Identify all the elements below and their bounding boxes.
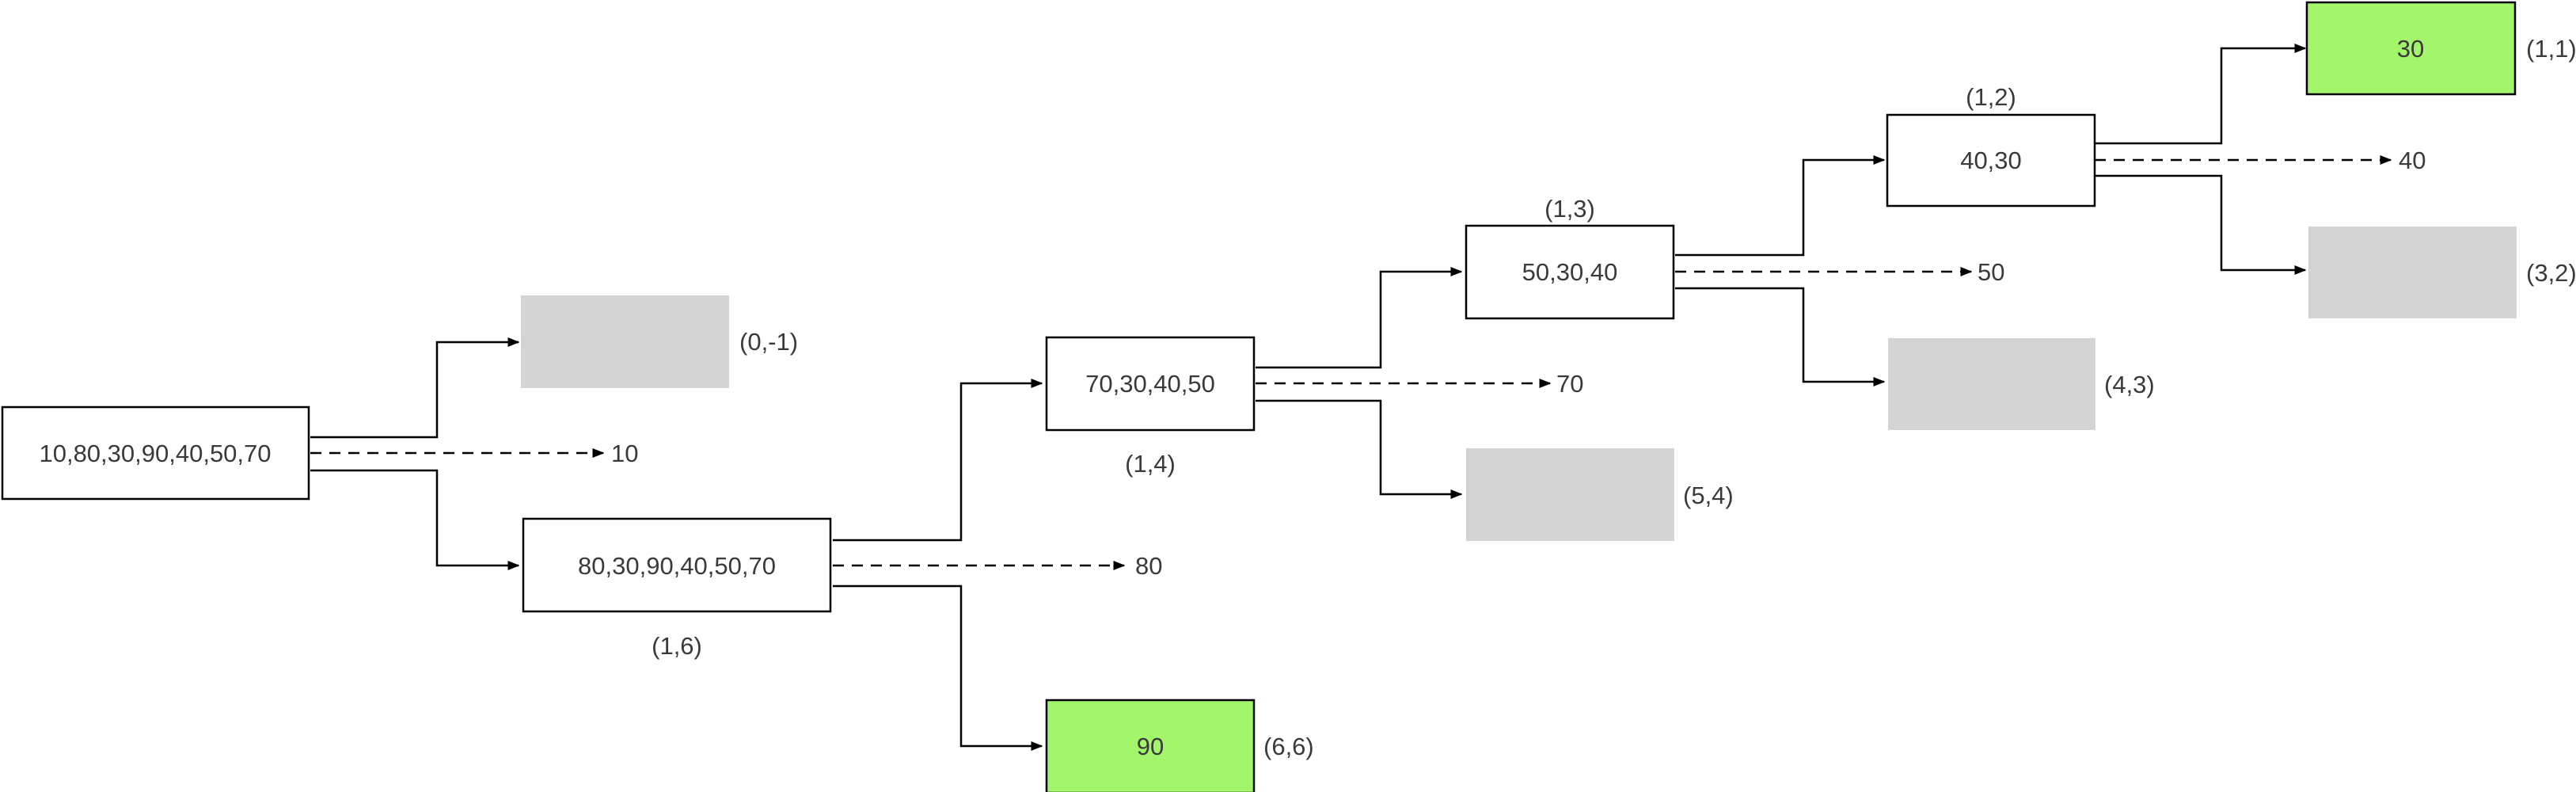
node-label: 80,30,90,40,50,70 xyxy=(578,552,776,580)
edge-root-to-0m1 xyxy=(310,337,520,439)
node-coord-1-2: (1,2) xyxy=(1966,83,2016,111)
node-coord-1-4: (1,4) xyxy=(1125,450,1176,478)
node-label: 10,80,30,90,40,50,70 xyxy=(39,440,271,467)
node-5-4 xyxy=(1466,448,1674,541)
node-coord-1-1: (1,1) xyxy=(2526,35,2576,63)
node-coord-1-3: (1,3) xyxy=(1544,195,1595,223)
node-label: 40,30 xyxy=(1960,147,2022,174)
node-6-6: 90 xyxy=(1045,699,1256,792)
output-values: 10 80 70 50 40 xyxy=(611,147,2426,580)
output-value-13: 50 xyxy=(1978,258,2004,286)
node-root: 10,80,30,90,40,50,70 xyxy=(1,406,310,501)
edge-root-to-16 xyxy=(310,469,520,570)
output-value-16: 80 xyxy=(1135,552,1162,580)
node-label: 70,30,40,50 xyxy=(1085,370,1215,398)
node-coord-0-minus1: (0,-1) xyxy=(739,328,798,356)
node-0-minus1 xyxy=(521,295,729,388)
node-1-2: 40,30 xyxy=(1886,113,2096,208)
node-1-6: 80,30,90,40,50,70 xyxy=(522,517,832,613)
node-1-1: 30 xyxy=(2305,1,2517,96)
edge-16-to-14 xyxy=(833,379,1043,542)
node-1-4: 70,30,40,50 xyxy=(1045,336,1256,432)
node-coord-1-6: (1,6) xyxy=(652,632,702,660)
node-label: 50,30,40 xyxy=(1522,258,1618,286)
edges xyxy=(310,44,2307,751)
node-coord-6-6: (6,6) xyxy=(1263,733,1314,760)
edge-12-to-11 xyxy=(2095,44,2307,145)
node-3-2 xyxy=(2308,227,2517,318)
edge-13-to-43 xyxy=(1675,287,1886,386)
output-value-root: 10 xyxy=(611,440,638,467)
node-label: 30 xyxy=(2397,35,2424,63)
node-coord-3-2: (3,2) xyxy=(2526,259,2576,287)
edge-14-to-13 xyxy=(1256,267,1463,369)
edge-12-to-32 xyxy=(2095,174,2307,275)
output-value-14: 70 xyxy=(1556,370,1583,398)
edge-14-to-54 xyxy=(1256,399,1463,499)
output-arrows xyxy=(310,155,2392,570)
node-coord-5-4: (5,4) xyxy=(1683,482,1734,509)
node-1-3: 50,30,40 xyxy=(1465,224,1675,320)
node-label: 90 xyxy=(1137,733,1164,760)
edge-13-to-12 xyxy=(1675,155,1886,257)
node-coord-4-3: (4,3) xyxy=(2104,371,2155,398)
output-value-12: 40 xyxy=(2399,147,2426,174)
edge-16-to-66 xyxy=(833,584,1043,751)
node-4-3 xyxy=(1888,338,2095,430)
